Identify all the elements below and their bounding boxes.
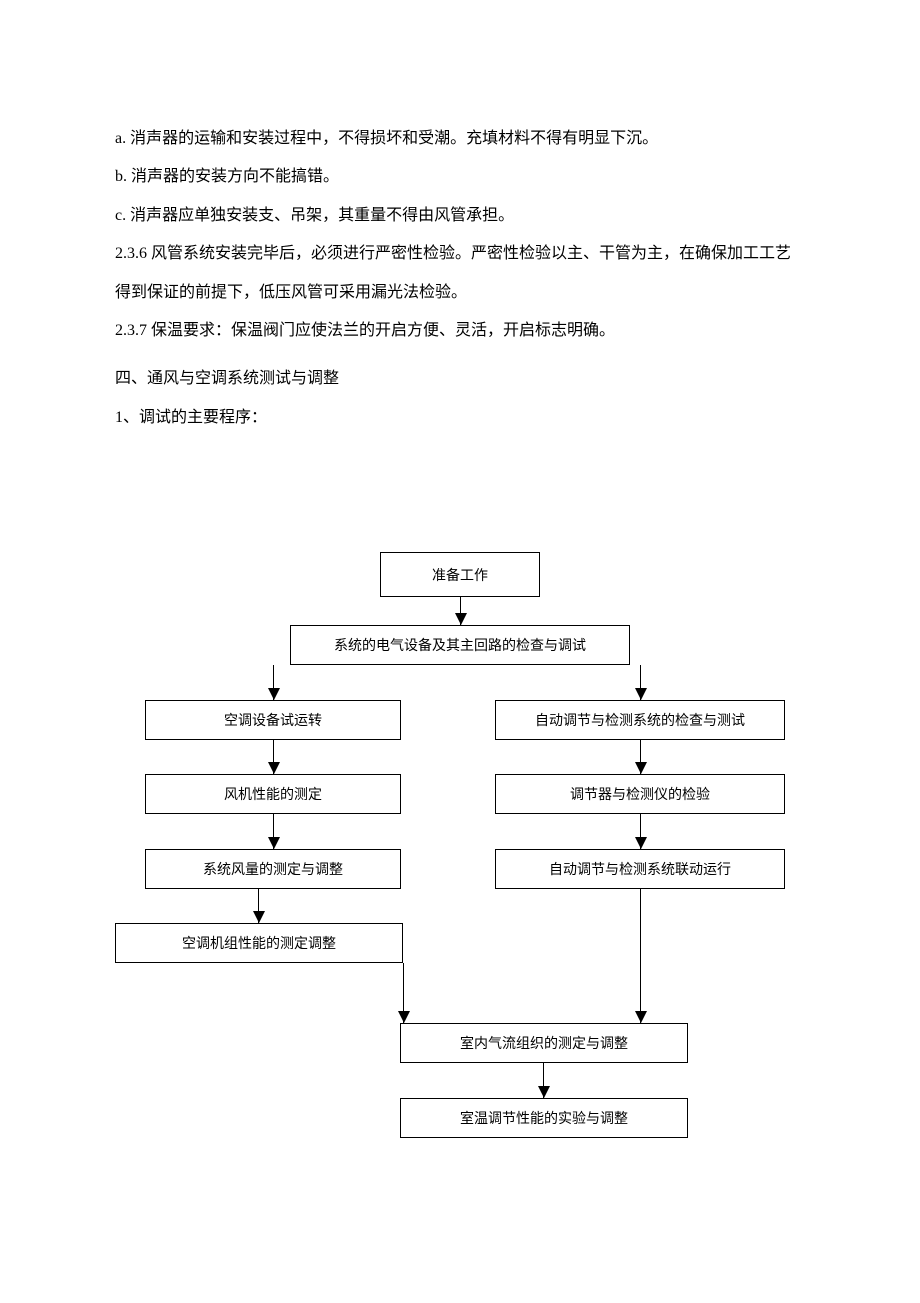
flowchart-node-electrical-check: 系统的电气设备及其主回路的检查与调试 [290,625,630,665]
flowchart-arrowhead [635,1011,647,1023]
flowchart-node-airflow-measure: 系统风量的测定与调整 [145,849,401,889]
paragraph-a: a. 消声器的运输和安装过程中，不得损坏和受潮。充填材料不得有明显下沉。 [115,120,805,158]
paragraph-b: b. 消声器的安装方向不能搞错。 [115,158,805,196]
flowchart-node-auto-linkage: 自动调节与检测系统联动运行 [495,849,785,889]
flowchart-node-room-temp: 室温调节性能的实验与调整 [400,1098,688,1138]
flowchart-node-unit-perf: 空调机组性能的测定调整 [115,923,403,963]
flowchart-arrowhead [455,613,467,625]
flowchart-node-regulator-check: 调节器与检测仪的检验 [495,774,785,814]
flowchart-arrowhead [398,1011,410,1023]
flowchart-arrowhead [253,911,265,923]
section-4-title: 四、通风与空调系统测试与调整 [115,360,805,398]
flowchart-arrowhead [635,762,647,774]
flowchart-arrowhead [635,837,647,849]
flowchart-node-prep: 准备工作 [380,552,540,597]
flowchart-connector-line [640,889,641,1023]
flowchart-arrowhead [635,688,647,700]
flowchart-node-fan-perf: 风机性能的测定 [145,774,401,814]
flowchart-node-ac-trial: 空调设备试运转 [145,700,401,740]
document-text-section: a. 消声器的运输和安装过程中，不得损坏和受潮。充填材料不得有明显下沉。 b. … [115,120,805,437]
flowchart-arrowhead [538,1086,550,1098]
flowchart-node-indoor-airflow: 室内气流组织的测定与调整 [400,1023,688,1063]
paragraph-237: 2.3.7 保温要求：保温阀门应使法兰的开启方便、灵活，开启标志明确。 [115,312,805,350]
flowchart-arrowhead [268,688,280,700]
flowchart-node-auto-check: 自动调节与检测系统的检查与测试 [495,700,785,740]
flowchart-arrowhead [268,762,280,774]
flowchart-arrowhead [268,837,280,849]
section-4-sub1: 1、调试的主要程序： [115,399,805,437]
paragraph-236: 2.3.6 风管系统安装完毕后，必须进行严密性检验。严密性检验以主、干管为主，在… [115,235,805,312]
flowchart-debug-procedure: 准备工作 系统的电气设备及其主回路的检查与调试 空调设备试运转 自动调节与检测系… [115,552,805,1152]
paragraph-c: c. 消声器应单独安装支、吊架，其重量不得由风管承担。 [115,197,805,235]
